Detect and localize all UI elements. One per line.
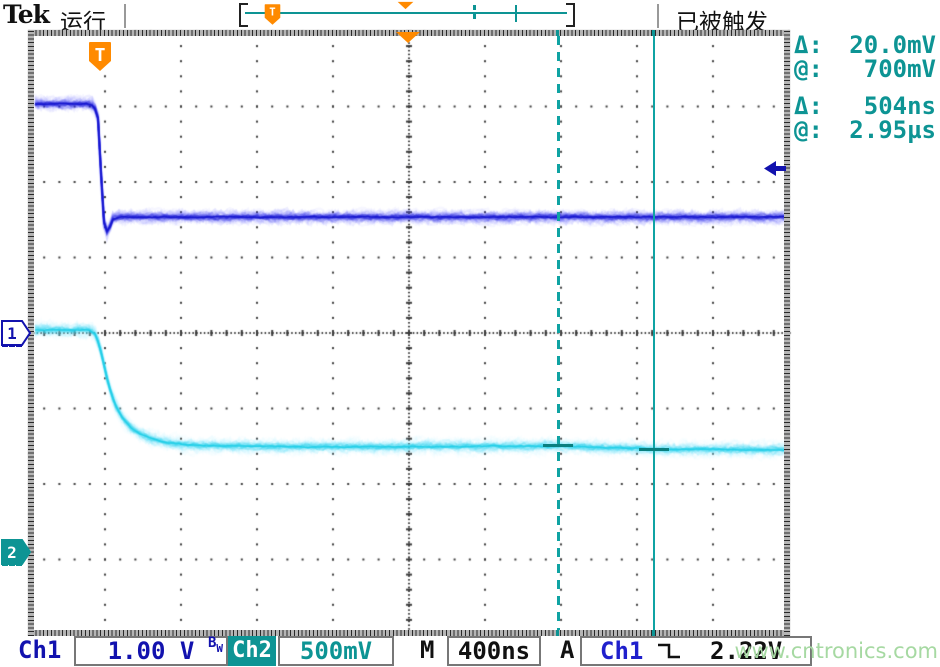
bandwidth-limit-icon: BW (207, 635, 223, 655)
cursor1-ruler-tick (556, 630, 559, 636)
at-time-value: 2.95µs (849, 116, 936, 144)
time-cursor2-line (653, 36, 655, 630)
svg-text:1: 1 (7, 324, 17, 343)
delta-voltage-readout: Δ: 20.0mV (794, 33, 936, 57)
ch2-scale-box: 500mV (278, 636, 394, 666)
at-voltage-value: 700mV (863, 55, 936, 83)
timebase-value: 400ns (457, 637, 531, 665)
status-bar: Ch1 1.00 V BW Ch2 500mV M 400ns A Ch1 2.… (0, 636, 940, 667)
delta-voltage-value: 20.0mV (849, 31, 936, 59)
cursor1-measure-point (543, 444, 573, 447)
ch1-scale-box: 1.00 V BW (74, 636, 228, 666)
ch2-scale-value: 500mV (299, 637, 373, 665)
ch1-marker-tail (2, 345, 22, 347)
ch2-label-box: Ch2 (228, 636, 276, 666)
cursor-readouts: Δ: 20.0mV @: 700mV Δ: 504ns @: 2.95µs (794, 33, 936, 142)
graticule-ruler-right (784, 30, 790, 636)
auto-trigger-label: A (560, 636, 575, 664)
at-time-readout: @: 2.95µs (794, 118, 936, 142)
trigger-level-arrow-icon (764, 161, 786, 176)
graticule-ruler-bottom (28, 630, 790, 636)
time-cursor1-line (557, 36, 560, 630)
trigger-point-flag-icon: T (89, 42, 111, 71)
timebase-box: 400ns (447, 636, 541, 666)
at-label: @: (794, 116, 823, 144)
cursor2-ruler-tick (652, 30, 655, 36)
watermark: www.cntronics.com (734, 639, 938, 663)
trigger-level-value: 2.22V (710, 637, 783, 665)
at-label: @: (794, 55, 823, 83)
delta-label: Δ: (794, 92, 823, 120)
delta-time-readout: Δ: 504ns (794, 94, 936, 118)
trigger-source: Ch1 (600, 637, 644, 665)
horizontal-position-marker-icon (396, 32, 420, 43)
ch1-scale-value: 1.00 V (107, 637, 195, 665)
delta-label: Δ: (794, 31, 823, 59)
cursor2-measure-point (639, 448, 669, 451)
delta-time-value: 504ns (863, 92, 936, 120)
main-timebase-label: M (420, 636, 435, 664)
ch1-label: Ch1 (18, 636, 62, 664)
svg-text:T: T (95, 45, 106, 66)
ch2-label: Ch2 (232, 638, 272, 663)
trigger-readout-box: Ch1 2.22V (580, 636, 812, 666)
at-voltage-readout: @: 700mV (794, 57, 936, 81)
ch2-marker-tail (2, 564, 22, 566)
svg-text:2: 2 (7, 543, 17, 562)
ch2-position-marker: 2 (1, 539, 32, 565)
ch1-position-marker: 1 (1, 320, 32, 346)
falling-edge-icon (658, 643, 680, 659)
cursor2-ruler-tick (652, 630, 655, 636)
cursor1-ruler-tick (556, 30, 559, 36)
